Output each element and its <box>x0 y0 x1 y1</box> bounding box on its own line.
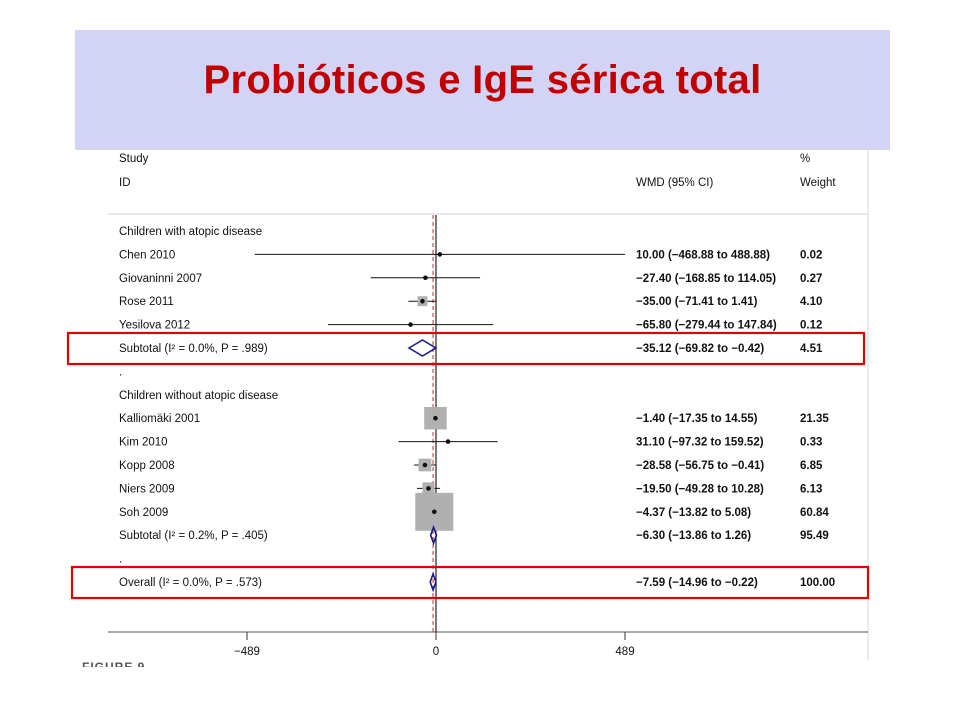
subtotal-diamond <box>429 524 438 546</box>
header-id: ID <box>119 177 131 189</box>
header-study: Study <box>119 153 149 165</box>
point-estimate <box>420 298 425 304</box>
ci-text: −19.50 (−49.28 to 10.28) <box>636 483 764 495</box>
ci-text: −1.40 (−17.35 to 14.55) <box>636 413 758 425</box>
header-weight: Weight <box>800 177 836 189</box>
weight-text: 0.02 <box>800 249 822 261</box>
study-label: Kim 2010 <box>119 437 168 449</box>
weight-text: 6.13 <box>800 483 822 495</box>
subtotal-label: Subtotal (I² = 0.2%, P = .405) <box>119 530 268 542</box>
x-tick-label: 0 <box>433 646 439 658</box>
weight-text: 4.51 <box>800 343 823 355</box>
ci-text: −4.37 (−13.82 to 5.08) <box>636 507 751 519</box>
point-estimate <box>408 322 413 327</box>
point-estimate <box>437 252 443 257</box>
point-estimate <box>433 415 438 421</box>
ci-text: −35.12 (−69.82 to −0.42) <box>636 343 764 355</box>
figure-caption-fragment: FIGURE 9 <box>82 660 146 667</box>
point-estimate <box>422 462 428 468</box>
ci-text: −6.30 (−13.86 to 1.26) <box>636 530 751 542</box>
ci-text: −7.59 (−14.96 to −0.22) <box>636 577 758 589</box>
point-estimate <box>445 439 451 444</box>
title-band: Probióticos e IgE sérica total <box>75 30 890 150</box>
dot-label: . <box>119 554 122 566</box>
study-label: Rose 2011 <box>119 296 174 308</box>
weight-text: 4.10 <box>800 296 822 308</box>
study-label: Yesilova 2012 <box>119 320 190 332</box>
header-effect: WMD (95% CI) <box>636 177 714 189</box>
point-estimate <box>432 509 437 515</box>
dot-label: . <box>119 366 122 378</box>
overall-diamond <box>429 571 437 593</box>
point-estimate <box>423 275 428 281</box>
ci-text: −28.58 (−56.75 to −0.41) <box>636 460 764 472</box>
ci-text: 10.00 (−468.88 to 488.88) <box>636 249 770 261</box>
ci-text: −65.80 (−279.44 to 147.84) <box>636 320 777 332</box>
weight-text: 95.49 <box>800 530 829 542</box>
ci-text: 31.10 (−97.32 to 159.52) <box>636 437 764 449</box>
subtotal-label: Subtotal (I² = 0.0%, P = .989) <box>119 343 268 355</box>
point-estimate <box>426 486 431 491</box>
weight-text: 0.27 <box>800 273 822 285</box>
slide-title: Probióticos e IgE sérica total <box>203 58 762 102</box>
study-label: Kopp 2008 <box>119 460 175 472</box>
ci-text: −35.00 (−71.41 to 1.41) <box>636 296 758 308</box>
header-pct: % <box>800 153 811 165</box>
study-label: Giovaninni 2007 <box>119 273 202 285</box>
x-tick-label: 489 <box>615 646 634 658</box>
weight-text: 0.12 <box>800 320 822 332</box>
overall-label: Overall (I² = 0.0%, P = .573) <box>119 577 262 589</box>
group-label: Children with atopic disease <box>119 226 262 238</box>
ci-text: −27.40 (−168.85 to 114.05) <box>636 273 776 285</box>
weight-text: 21.35 <box>800 413 829 425</box>
study-label: Chen 2010 <box>119 249 175 261</box>
highlight-box <box>70 565 870 600</box>
weight-text: 0.33 <box>800 437 822 449</box>
weight-text: 60.84 <box>800 507 829 519</box>
subtotal-diamond <box>407 339 438 357</box>
weight-text: 6.85 <box>800 460 823 472</box>
study-label: Niers 2009 <box>119 483 175 495</box>
weight-text: 100.00 <box>800 577 835 589</box>
group-label: Children without atopic disease <box>119 390 278 402</box>
study-label: Soh 2009 <box>119 507 168 519</box>
study-label: Kalliomäki 2001 <box>119 413 200 425</box>
x-tick-label: −489 <box>234 646 260 658</box>
highlight-box <box>66 331 866 366</box>
